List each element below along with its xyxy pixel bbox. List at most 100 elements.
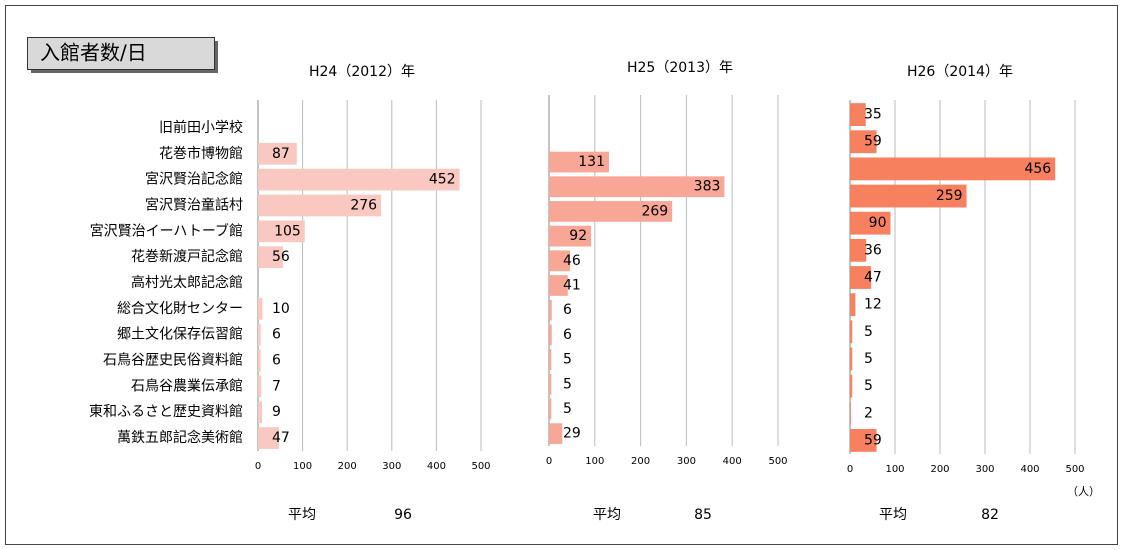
- value-label: 90: [869, 215, 887, 231]
- bar: [850, 374, 853, 398]
- panel-title: H25（2013）年: [627, 60, 733, 76]
- value-label: 5: [563, 352, 572, 368]
- y-tick-label: 石鳥谷歴史民俗資料館: [103, 352, 243, 369]
- bar: [850, 130, 877, 154]
- value-label: 131: [578, 154, 605, 170]
- bar: [549, 201, 673, 222]
- bar: [258, 168, 460, 191]
- value-label: 87: [272, 146, 290, 162]
- value-label: 7: [272, 378, 281, 394]
- y-tick-label: 石鳥谷農業伝承館: [131, 377, 243, 394]
- average-value: 96: [394, 507, 412, 523]
- value-label: 59: [864, 134, 882, 150]
- value-label: 5: [563, 401, 572, 417]
- value-label: 9: [272, 404, 281, 420]
- y-tick-label: 花巻市博物館: [159, 145, 243, 162]
- x-tick-label: 400: [723, 456, 742, 467]
- bar: [258, 142, 297, 165]
- value-label: 452: [429, 172, 456, 188]
- bar: [850, 103, 866, 126]
- bar: [850, 429, 877, 452]
- x-tick-label: 200: [930, 464, 949, 475]
- value-label: 269: [641, 203, 668, 219]
- value-label: 36: [864, 242, 882, 258]
- bar: [258, 220, 305, 243]
- value-label: 6: [563, 302, 572, 318]
- panel-title: H26（2014）年: [907, 64, 1013, 80]
- bar: [549, 250, 571, 272]
- x-tick-label: 300: [677, 456, 696, 467]
- value-label: 47: [272, 430, 290, 446]
- bar: [549, 423, 563, 445]
- bar: [258, 194, 382, 217]
- bar: [549, 225, 592, 247]
- frame: [5, 5, 1118, 545]
- y-tick-label: 郷土文化保存伝習館: [117, 326, 243, 343]
- main-title: 入館者数/日: [40, 41, 147, 65]
- bar: [258, 427, 279, 449]
- bar: [850, 184, 967, 208]
- bar: [549, 151, 609, 173]
- unit-label: （人）: [1067, 485, 1100, 498]
- bar: [258, 401, 263, 424]
- title-box: [27, 37, 215, 70]
- bar: [850, 266, 872, 289]
- x-tick-label: 400: [427, 461, 446, 472]
- x-tick-label: 0: [847, 464, 853, 475]
- value-label: 5: [864, 351, 873, 367]
- value-label: 47: [864, 270, 882, 286]
- value-label: 276: [350, 197, 377, 213]
- y-tick-label: 旧前田小学校: [159, 119, 243, 136]
- bar: [850, 211, 891, 235]
- panel-title: H24（2012）年: [309, 64, 415, 80]
- bar: [549, 324, 552, 346]
- value-label: 6: [563, 327, 572, 343]
- x-tick-label: 300: [975, 464, 994, 475]
- bar: [549, 349, 552, 370]
- bar: [258, 349, 261, 372]
- y-tick-label: 萬鉄五郎記念美術館: [117, 429, 243, 446]
- value-label: 105: [274, 223, 301, 239]
- average-label: 平均: [593, 507, 621, 523]
- average-label: 平均: [288, 507, 316, 523]
- y-tick-label: 宮沢賢治童話村: [145, 196, 243, 213]
- value-label: 29: [563, 426, 581, 442]
- bar: [258, 375, 262, 398]
- bar: [549, 398, 552, 420]
- value-label: 92: [569, 228, 587, 244]
- value-label: 6: [272, 353, 281, 369]
- y-tick-label: 総合文化財センター: [117, 301, 243, 317]
- value-label: 5: [864, 378, 873, 394]
- x-tick-label: 500: [471, 461, 490, 472]
- x-tick-label: 400: [1020, 464, 1039, 475]
- value-label: 56: [272, 249, 290, 265]
- bar: [850, 238, 867, 262]
- x-tick-label: 300: [382, 461, 401, 472]
- bar: [258, 297, 263, 320]
- bar: [850, 157, 1056, 181]
- bar: [850, 347, 853, 371]
- y-tick-label: 宮沢賢治記念館: [145, 171, 243, 188]
- bar: [549, 176, 725, 198]
- bar: [549, 373, 552, 395]
- y-tick-label: 東和ふるさと歴史資料館: [89, 403, 243, 420]
- x-tick-label: 100: [885, 464, 904, 475]
- x-tick-label: 500: [768, 456, 787, 467]
- x-tick-label: 0: [546, 456, 552, 467]
- bar: [258, 323, 261, 346]
- bar: [258, 246, 283, 269]
- average-label: 平均: [879, 507, 907, 523]
- x-tick-label: 200: [631, 456, 650, 467]
- value-label: 2: [864, 405, 873, 421]
- value-label: 46: [563, 253, 581, 269]
- value-label: 10: [272, 301, 290, 317]
- bar: [850, 293, 856, 317]
- value-label: 383: [694, 179, 721, 195]
- average-value: 85: [694, 507, 712, 523]
- value-label: 6: [272, 327, 281, 343]
- y-tick-label: 花巻新渡戸記念館: [131, 248, 243, 265]
- value-label: 59: [864, 432, 882, 448]
- value-label: 5: [563, 376, 572, 392]
- bar: [850, 401, 851, 425]
